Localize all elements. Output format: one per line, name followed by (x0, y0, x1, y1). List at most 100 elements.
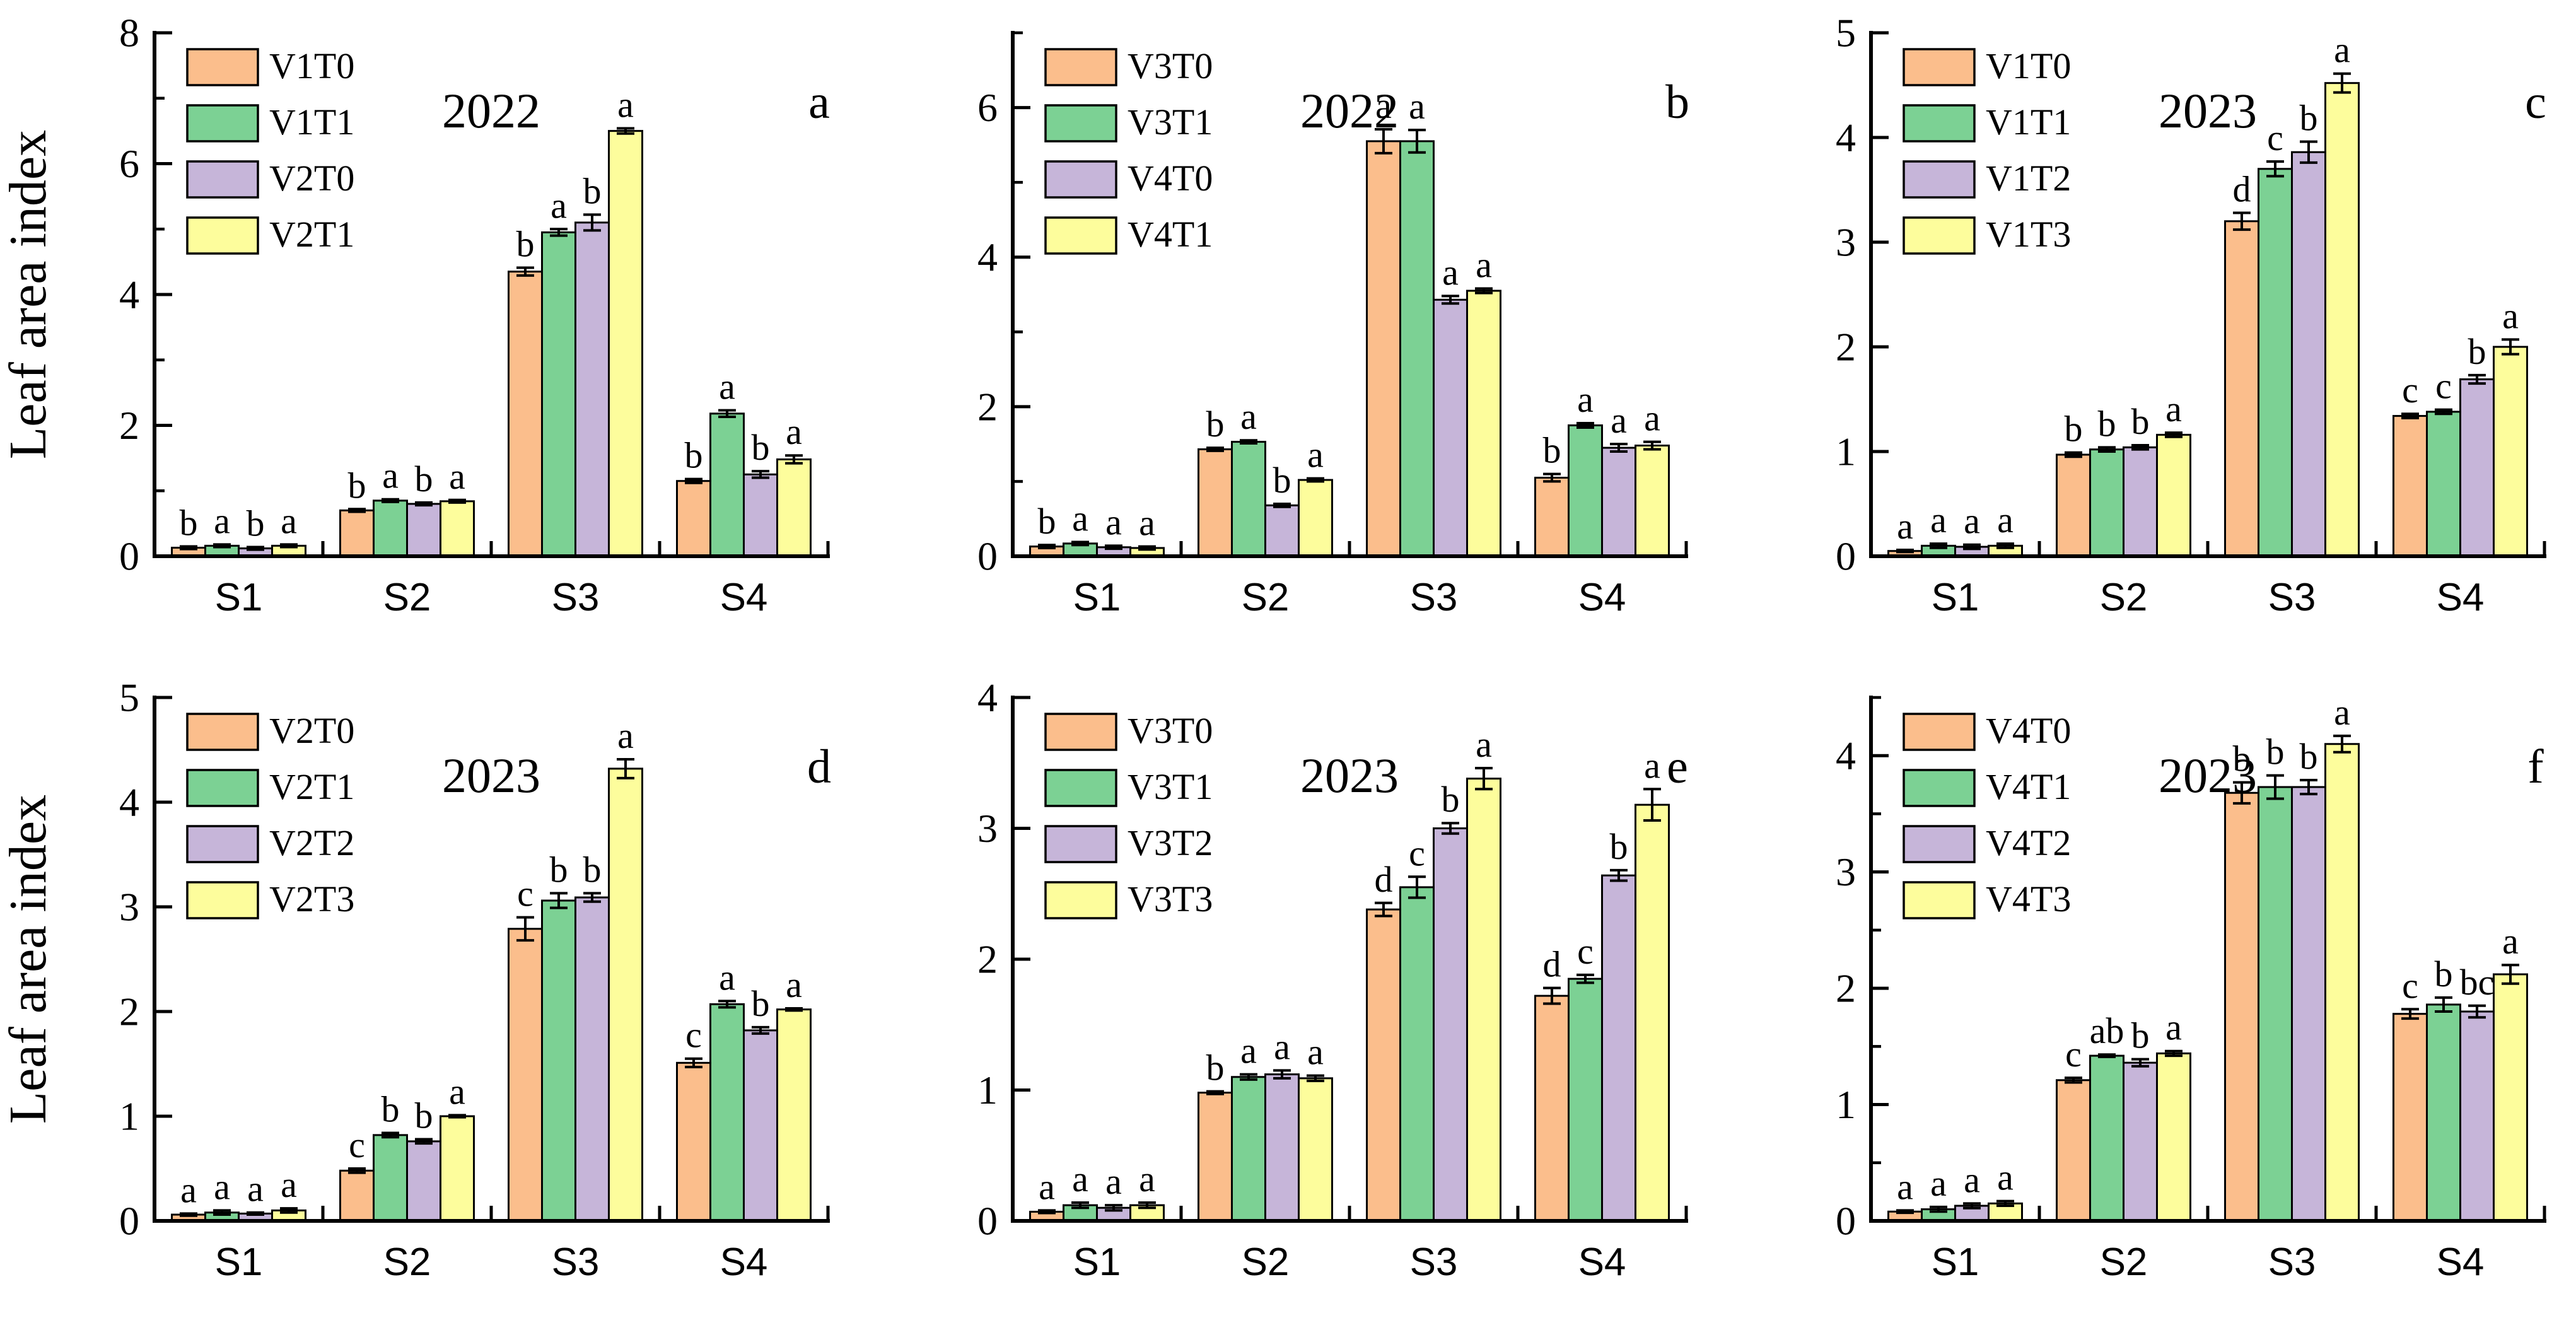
significance-letter: a (1105, 1161, 1122, 1202)
bar-V4T0-S3 (2224, 791, 2259, 1221)
significance-letter: a (281, 1164, 297, 1205)
significance-letter: b (583, 170, 602, 211)
x-category-label: S3 (2268, 1240, 2316, 1284)
y-tick-label: 2 (1836, 325, 1856, 370)
significance-letter: c (2435, 366, 2452, 407)
bar-V4T3-S2 (2156, 1052, 2191, 1222)
significance-letter: a (786, 411, 802, 452)
bar-V3T1-S2 (1231, 1076, 1266, 1221)
significance-letter: a (1930, 499, 1947, 540)
significance-letter: b (2131, 401, 2150, 442)
panel-letter: c (2525, 76, 2546, 129)
bar-V3T0-S3 (1366, 140, 1401, 556)
y-tick-label: 0 (977, 1199, 998, 1244)
bar-V3T2-S4 (1601, 874, 1636, 1221)
significance-letter: b (382, 1089, 400, 1130)
y-tick-label: 3 (119, 885, 139, 930)
significance-letter: a (617, 84, 634, 125)
significance-letter: b (685, 435, 703, 476)
legend-swatch-V3T3 (1044, 881, 1117, 919)
bar-V1T0-S2 (339, 509, 375, 556)
x-category-label: S1 (1073, 1240, 1121, 1284)
significance-letter: c (2402, 370, 2418, 411)
y-tick-label: 4 (977, 675, 998, 720)
x-category-label: S2 (383, 576, 431, 619)
significance-letter: ab (2090, 1010, 2124, 1051)
bar-V4T1-S2 (2089, 1054, 2124, 1221)
x-category-label: S4 (720, 1240, 768, 1284)
bar-V4T1-S4 (1635, 445, 1670, 556)
bar-V4T0-S2 (2056, 1079, 2091, 1221)
x-category-label: S3 (552, 576, 600, 619)
significance-letter: c (2402, 965, 2418, 1006)
bar-V1T0-S4 (2392, 415, 2428, 556)
y-tick-label: 3 (1836, 220, 1856, 265)
x-category-label: S1 (1932, 576, 1979, 619)
bar-V2T3-S3 (608, 767, 643, 1221)
bar-V2T0-S2 (339, 1169, 375, 1222)
significance-letter: bc (2460, 962, 2495, 1003)
significance-letter: a (1897, 506, 1913, 547)
panel-letter: f (2527, 740, 2544, 793)
bar-V4T3-S4 (2493, 973, 2528, 1221)
x-category-label: S2 (383, 1240, 431, 1284)
significance-letter: a (617, 715, 634, 756)
bar-V4T1-S3 (2258, 786, 2293, 1221)
y-tick-label: 0 (1836, 534, 1856, 579)
legend-swatch-V4T1 (1903, 769, 1976, 807)
bar-V3T3-S2 (1298, 1077, 1333, 1222)
significance-letter: a (1611, 400, 1627, 441)
significance-letter: c (685, 1015, 702, 1056)
significance-letter: c (1577, 931, 1594, 972)
significance-letter: d (2233, 169, 2251, 210)
x-category-label: S2 (2100, 1240, 2148, 1284)
legend-label-V2T1: V2T1 (269, 214, 354, 255)
panel-year-title: 2023 (1300, 748, 1399, 803)
significance-letter: b (2065, 409, 2083, 450)
x-category-label: S4 (2437, 576, 2485, 619)
significance-letter: a (2165, 1007, 2182, 1048)
significance-letter: c (517, 873, 533, 914)
legend-label-V2T0: V2T0 (269, 710, 354, 751)
significance-letter: b (1543, 430, 1561, 471)
legend-label-V4T0: V4T0 (1128, 158, 1213, 199)
bar-V3T1-S2 (1231, 441, 1266, 556)
y-tick-label: 2 (1836, 966, 1856, 1011)
y-tick-label: 6 (977, 85, 998, 130)
significance-letter: b (247, 503, 265, 544)
legend-swatch-V3T2 (1044, 825, 1117, 863)
legend-label-V1T1: V1T1 (269, 102, 354, 143)
significance-letter: b (180, 502, 198, 543)
panel-year-title: 2022 (1300, 83, 1399, 138)
legend-label-V3T3: V3T3 (1128, 878, 1213, 919)
bar-V1T2-S3 (2291, 151, 2326, 557)
bar-V2T2-S3 (574, 896, 610, 1221)
significance-letter: b (1206, 404, 1225, 445)
significance-letter: b (348, 465, 366, 506)
legend-label-V3T0: V3T0 (1128, 45, 1213, 86)
legend-swatch-V2T0 (186, 160, 259, 199)
legend-swatch-V1T0 (1903, 48, 1976, 86)
significance-letter: a (1476, 724, 1492, 765)
y-axis-title: Leaf area index (0, 130, 57, 459)
legend-swatch-V4T0 (1044, 160, 1117, 199)
legend-swatch-V4T2 (1903, 825, 1976, 863)
y-axis-title: Leaf area index (0, 795, 57, 1124)
bar-V1T2-S4 (2459, 378, 2495, 557)
bar-V3T0-S2 (1198, 448, 1233, 557)
bar-V1T0-S2 (2056, 453, 2091, 556)
x-category-label: S4 (1578, 576, 1626, 619)
legend-swatch-V4T3 (1903, 881, 1976, 919)
significance-letter: c (349, 1124, 365, 1165)
significance-letter: b (583, 849, 602, 890)
significance-letter: a (1375, 85, 1392, 126)
bar-V4T3-S3 (2324, 743, 2360, 1222)
y-tick-label: 0 (119, 1199, 139, 1244)
significance-letter: d (1543, 944, 1561, 985)
significance-letter: a (1442, 252, 1459, 293)
x-category-label: S1 (215, 1240, 263, 1284)
significance-letter: c (2065, 1034, 2082, 1075)
panel-year-title: 2023 (2159, 748, 2257, 803)
